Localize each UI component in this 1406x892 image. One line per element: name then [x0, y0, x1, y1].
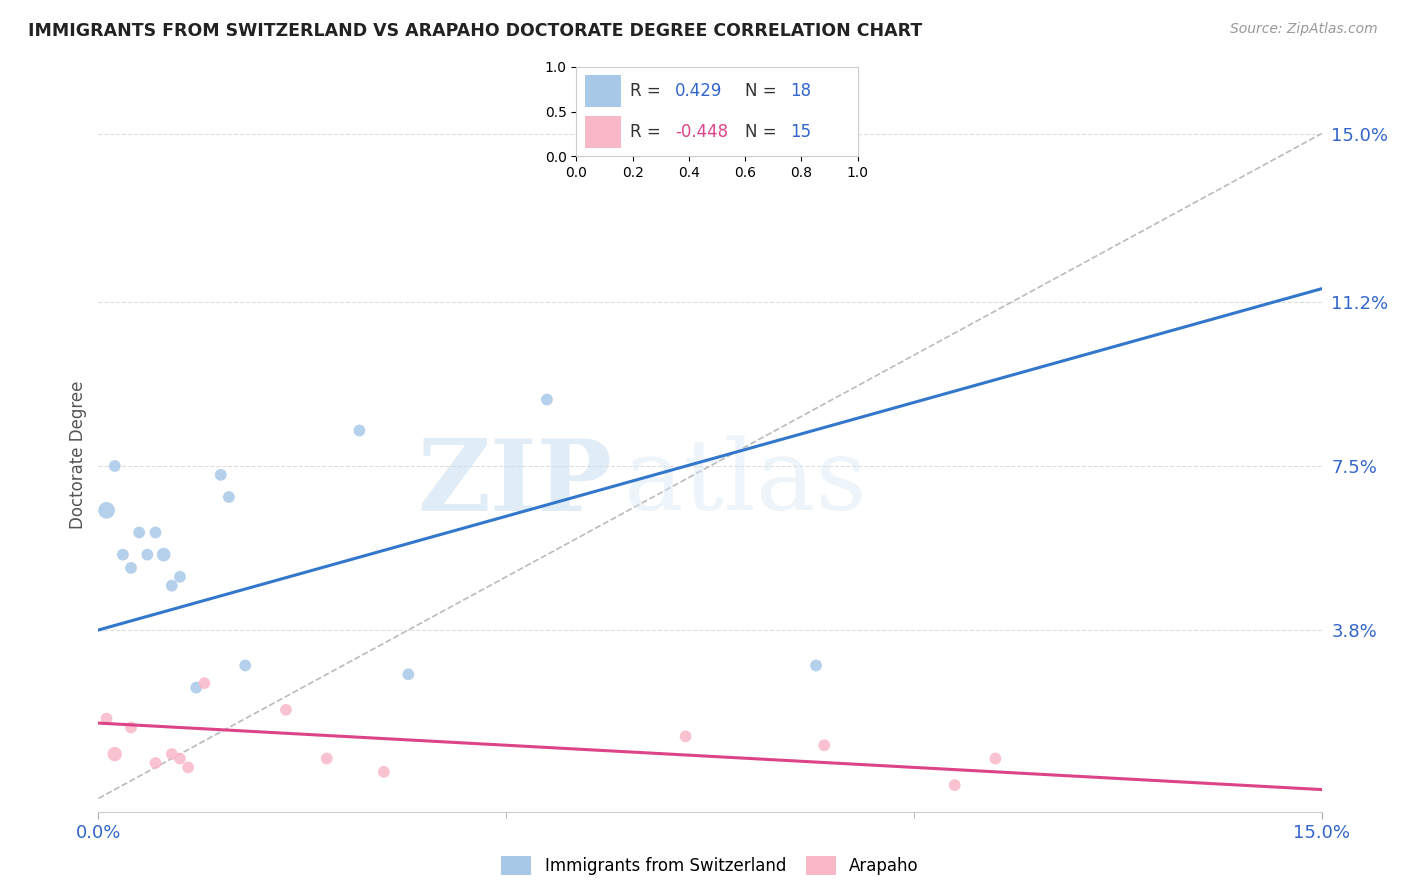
Text: -0.448: -0.448	[675, 123, 728, 141]
Text: R =: R =	[630, 82, 666, 100]
Text: N =: N =	[745, 82, 782, 100]
Point	[96, 712, 118, 726]
Point	[145, 525, 167, 540]
Point	[193, 676, 215, 690]
Point	[120, 561, 142, 575]
Text: N =: N =	[745, 123, 782, 141]
Point	[104, 747, 127, 761]
Text: IMMIGRANTS FROM SWITZERLAND VS ARAPAHO DOCTORATE DEGREE CORRELATION CHART: IMMIGRANTS FROM SWITZERLAND VS ARAPAHO D…	[28, 22, 922, 40]
Y-axis label: Doctorate Degree: Doctorate Degree	[69, 381, 87, 529]
Point	[396, 667, 419, 681]
Point	[136, 548, 159, 562]
Point	[186, 681, 208, 695]
Point	[104, 458, 127, 473]
Point	[274, 703, 297, 717]
Text: R =: R =	[630, 123, 666, 141]
Point	[111, 548, 134, 562]
Legend: Immigrants from Switzerland, Arapaho: Immigrants from Switzerland, Arapaho	[495, 849, 925, 882]
Point	[536, 392, 558, 407]
Point	[218, 490, 240, 504]
Point	[96, 503, 118, 517]
Text: 0.429: 0.429	[675, 82, 723, 100]
Point	[169, 751, 191, 765]
Point	[984, 751, 1007, 765]
Point	[128, 525, 150, 540]
Point	[675, 730, 697, 744]
Text: ZIP: ZIP	[418, 435, 612, 532]
Point	[943, 778, 966, 792]
Text: Source: ZipAtlas.com: Source: ZipAtlas.com	[1230, 22, 1378, 37]
FancyBboxPatch shape	[585, 116, 621, 148]
Point	[169, 570, 191, 584]
Text: 15: 15	[790, 123, 811, 141]
Point	[233, 658, 256, 673]
Point	[152, 548, 174, 562]
Point	[160, 579, 183, 593]
FancyBboxPatch shape	[585, 75, 621, 107]
Point	[349, 424, 371, 438]
Point	[120, 721, 142, 735]
Point	[373, 764, 395, 779]
Point	[315, 751, 337, 765]
Point	[209, 467, 232, 482]
Point	[145, 756, 167, 770]
Point	[160, 747, 183, 761]
Point	[813, 738, 835, 752]
Point	[804, 658, 827, 673]
Text: atlas: atlas	[624, 435, 868, 532]
Point	[177, 760, 200, 774]
Text: 18: 18	[790, 82, 811, 100]
